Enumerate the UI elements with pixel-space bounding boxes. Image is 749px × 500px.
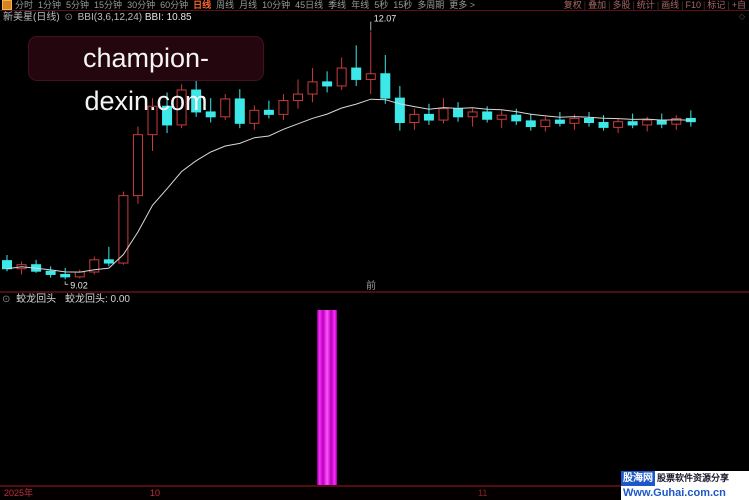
info-bar: 新美星(日线) ⊙ BBI(3,6,12,24) BBI: 10.85 — [3, 12, 192, 23]
signal-bar — [317, 310, 338, 485]
period-tabs: 分时 1分钟 5分钟 15分钟 30分钟 60分钟 日线 周线 月线 10分钟 45日线 季线 年线 5秒… — [15, 0, 475, 10]
candlesticks — [2, 31, 696, 280]
watermark: champion-dexin.com — [28, 36, 264, 116]
toolbar-button[interactable]: 统计 — [636, 0, 655, 10]
forward-adjust-label[interactable]: 前 — [366, 279, 376, 292]
period-tab[interactable]: 年线 — [351, 0, 370, 10]
indicator-toggle-icon[interactable]: ⊙ — [64, 12, 73, 23]
period-tab[interactable]: 5分钟 — [66, 0, 90, 10]
period-tab[interactable]: 月线 — [239, 0, 258, 10]
sub-indicator-name[interactable]: 蛟龙回头 — [16, 294, 57, 305]
period-tab[interactable]: 30分钟 — [127, 0, 156, 10]
toolbar-button[interactable]: 复权 — [563, 0, 582, 10]
period-tab[interactable]: 45日线 — [295, 0, 324, 10]
site-logo-name: 股海网 — [621, 471, 655, 486]
period-tab[interactable]: 日线 — [193, 0, 212, 10]
toolbar-button[interactable]: +自 — [731, 0, 746, 10]
toolbar-separator: | — [608, 0, 611, 10]
indicator-value: BBI: 10.85 — [144, 12, 192, 23]
toolbar-separator: | — [632, 0, 635, 10]
toolbar-button[interactable]: 画线 — [661, 0, 680, 10]
window-corner-icon[interactable]: ◇ — [738, 12, 745, 21]
period-tab[interactable]: 多周期 — [417, 0, 445, 10]
period-tab[interactable]: 周线 — [216, 0, 235, 10]
period-toolbar: 分时 1分钟 5分钟 15分钟 30分钟 60分钟 日线 周线 月线 10分钟 45日线 季线 年线 5秒… — [0, 0, 749, 11]
sub-indicator-bar: ⊙ 蛟龙回头 蛟龙回头: 0.00 — [2, 294, 130, 306]
axis-label-month-oct: 10 — [150, 488, 161, 498]
app-menu-icon[interactable] — [2, 0, 12, 10]
period-tab[interactable]: 1分钟 — [38, 0, 62, 10]
axis-label-year: 2025年 — [4, 488, 34, 498]
toolbar-right: 复权 | 叠加 | 多股 | 统计 | 画线 | F10 | 标记 | +自 — [564, 0, 749, 10]
toolbar-separator: | — [727, 0, 730, 10]
toolbar-separator: | — [703, 0, 706, 10]
toolbar-separator: | — [583, 0, 587, 10]
toolbar-button[interactable]: 标记 — [707, 0, 726, 10]
toolbar-separator: | — [656, 0, 660, 10]
instrument-label: 新美星(日线) — [3, 12, 60, 23]
period-tab[interactable]: 60分钟 — [160, 0, 189, 10]
site-logo-tagline: 股票软件资源分享 — [657, 473, 730, 483]
sub-indicator-value: 蛟龙回头: 0.00 — [64, 294, 130, 305]
period-tab[interactable]: 15秒 — [393, 0, 413, 10]
period-tab[interactable]: 更多 > — [449, 0, 476, 10]
indicator-label[interactable]: BBI(3,6,12,24) — [77, 12, 143, 23]
high-price-label: 12.07 — [374, 14, 397, 24]
low-marker-line — [64, 281, 69, 285]
period-tab[interactable]: 季线 — [328, 0, 347, 10]
site-logo-top: 股海网 股票软件资源分享 — [621, 471, 749, 486]
sub-indicator-toggle-icon[interactable]: ⊙ — [2, 294, 11, 305]
period-tab[interactable]: 分时 — [15, 0, 34, 10]
toolbar-button[interactable]: F10 — [685, 0, 702, 10]
toolbar-separator: | — [681, 0, 684, 10]
bbi-line — [6, 98, 691, 273]
toolbar-button[interactable]: 叠加 — [588, 0, 607, 10]
panel-divider[interactable] — [0, 291, 749, 293]
period-tab[interactable]: 10分钟 — [262, 0, 291, 10]
period-tab[interactable]: 5秒 — [374, 0, 389, 10]
site-logo: 股海网 股票软件资源分享 Www.Guhai.com.cn — [621, 471, 749, 500]
low-price-label: 9.02 — [70, 280, 88, 290]
toolbar-button[interactable]: 多股 — [612, 0, 631, 10]
axis-label-month-nov: 11 — [478, 488, 488, 498]
period-tab[interactable]: 15分钟 — [94, 0, 123, 10]
time-axis[interactable]: 2025年 10 11 — [0, 485, 749, 500]
site-logo-url: Www.Guhai.com.cn — [623, 487, 726, 499]
